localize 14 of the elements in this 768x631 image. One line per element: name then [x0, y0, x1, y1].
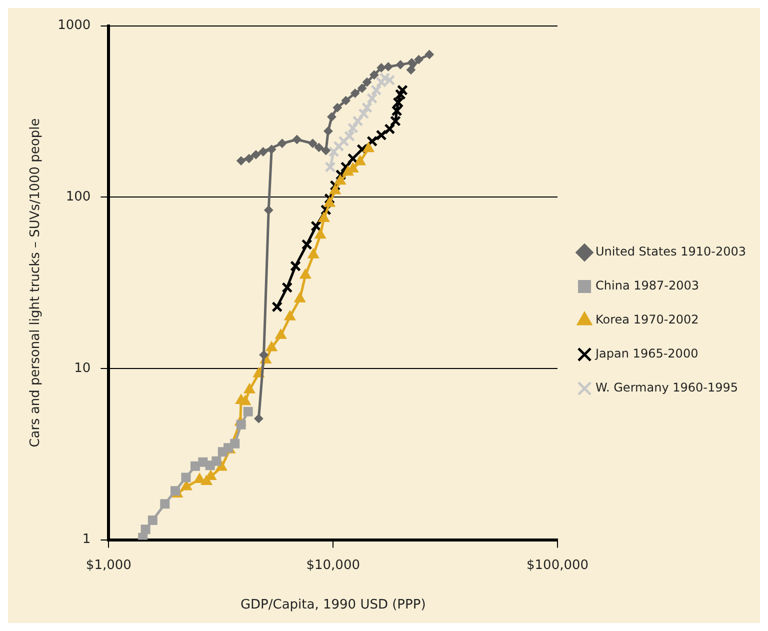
x-axis-title: GDP/Capita, 1990 USD (PPP) [240, 598, 426, 613]
y-axis-title: Cars and personal light trucks – SUVs/1000 people [28, 118, 44, 448]
legend-label: W. Germany 1960-1995 [596, 380, 738, 395]
y-tick-label: 1 [82, 532, 91, 548]
legend-label: Japan 1965-2000 [594, 346, 698, 361]
x-tick-label: $100,000 [526, 558, 589, 573]
legend-label: China 1987-2003 [596, 278, 700, 293]
y-tick-label: 1000 [58, 18, 91, 34]
x-tick-label: $10,000 [306, 558, 360, 573]
x-tick-label: $1,000 [86, 558, 132, 573]
y-tick-label: 10 [74, 360, 91, 376]
y-tick-label: 100 [66, 190, 91, 205]
legend-label: Korea 1970-2002 [596, 312, 699, 327]
legend-label: United States 1910-2003 [596, 244, 746, 259]
